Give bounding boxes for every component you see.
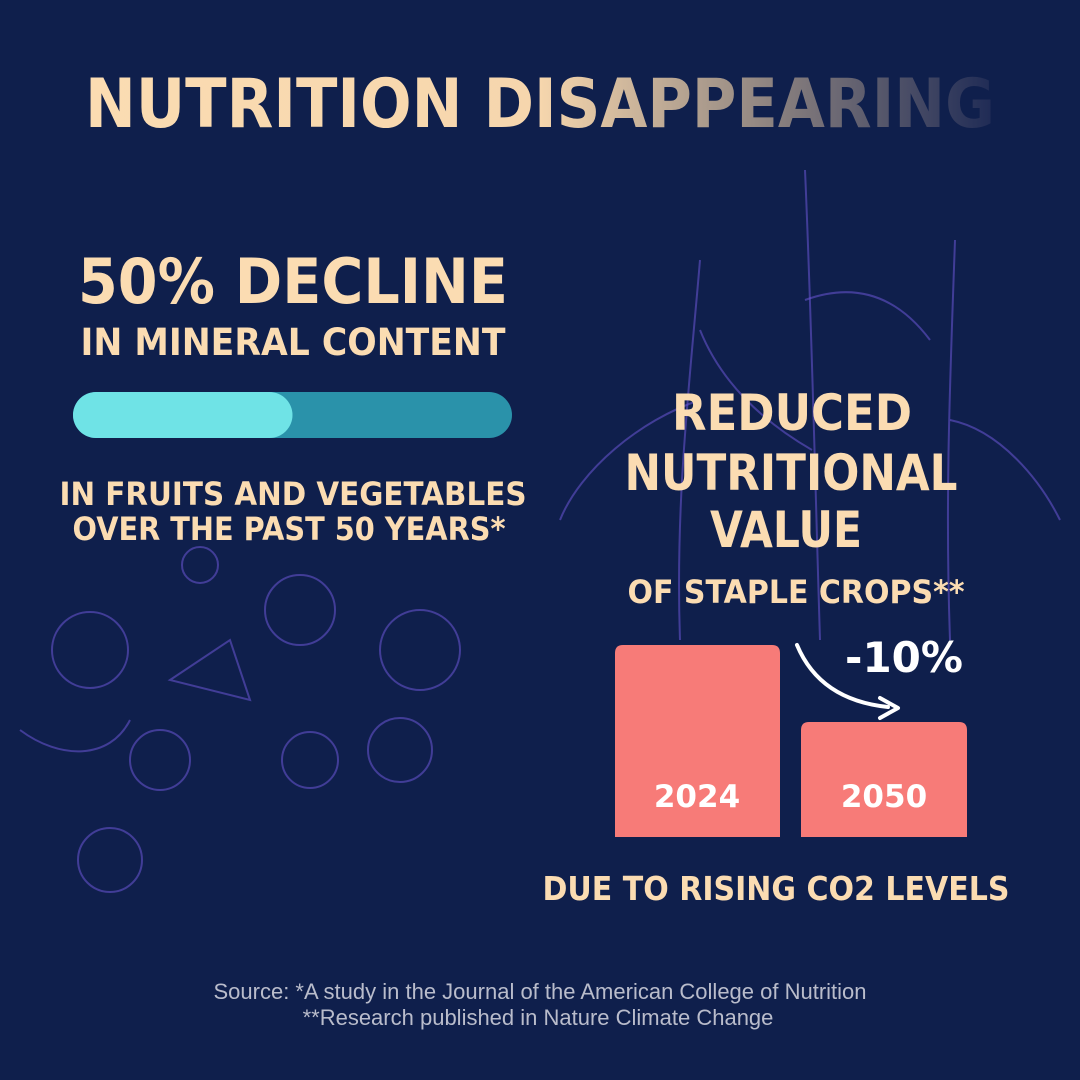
detail: IN FRUITS AND VEGETABLES xyxy=(60,475,527,513)
change-label: -10% xyxy=(845,633,963,682)
decoration xyxy=(19,169,1061,893)
headline: 50% DECLINE xyxy=(78,245,508,318)
headline: VALUE xyxy=(710,501,862,559)
bar xyxy=(615,645,780,837)
title: NUTRITION DISAPPEARING xyxy=(85,65,995,144)
subhead: IN MINERAL CONTENT xyxy=(81,321,507,364)
headline: REDUCED xyxy=(672,384,912,442)
headline: NUTRITIONAL xyxy=(625,444,958,502)
subhead: OF STAPLE CROPS** xyxy=(628,573,965,611)
bar-label: 2050 xyxy=(841,779,927,815)
detail: OVER THE PAST 50 YEARS* xyxy=(73,510,506,548)
progress-fill xyxy=(73,392,293,438)
arrow xyxy=(795,643,890,709)
bar-label: 2024 xyxy=(654,779,740,815)
source: **Research published in Nature Climate C… xyxy=(303,1005,774,1030)
arrow-head xyxy=(878,696,900,720)
source: Source: *A study in the Journal of the A… xyxy=(213,979,866,1004)
cause: DUE TO RISING CO2 LEVELS xyxy=(543,869,1010,908)
bar xyxy=(801,722,967,837)
